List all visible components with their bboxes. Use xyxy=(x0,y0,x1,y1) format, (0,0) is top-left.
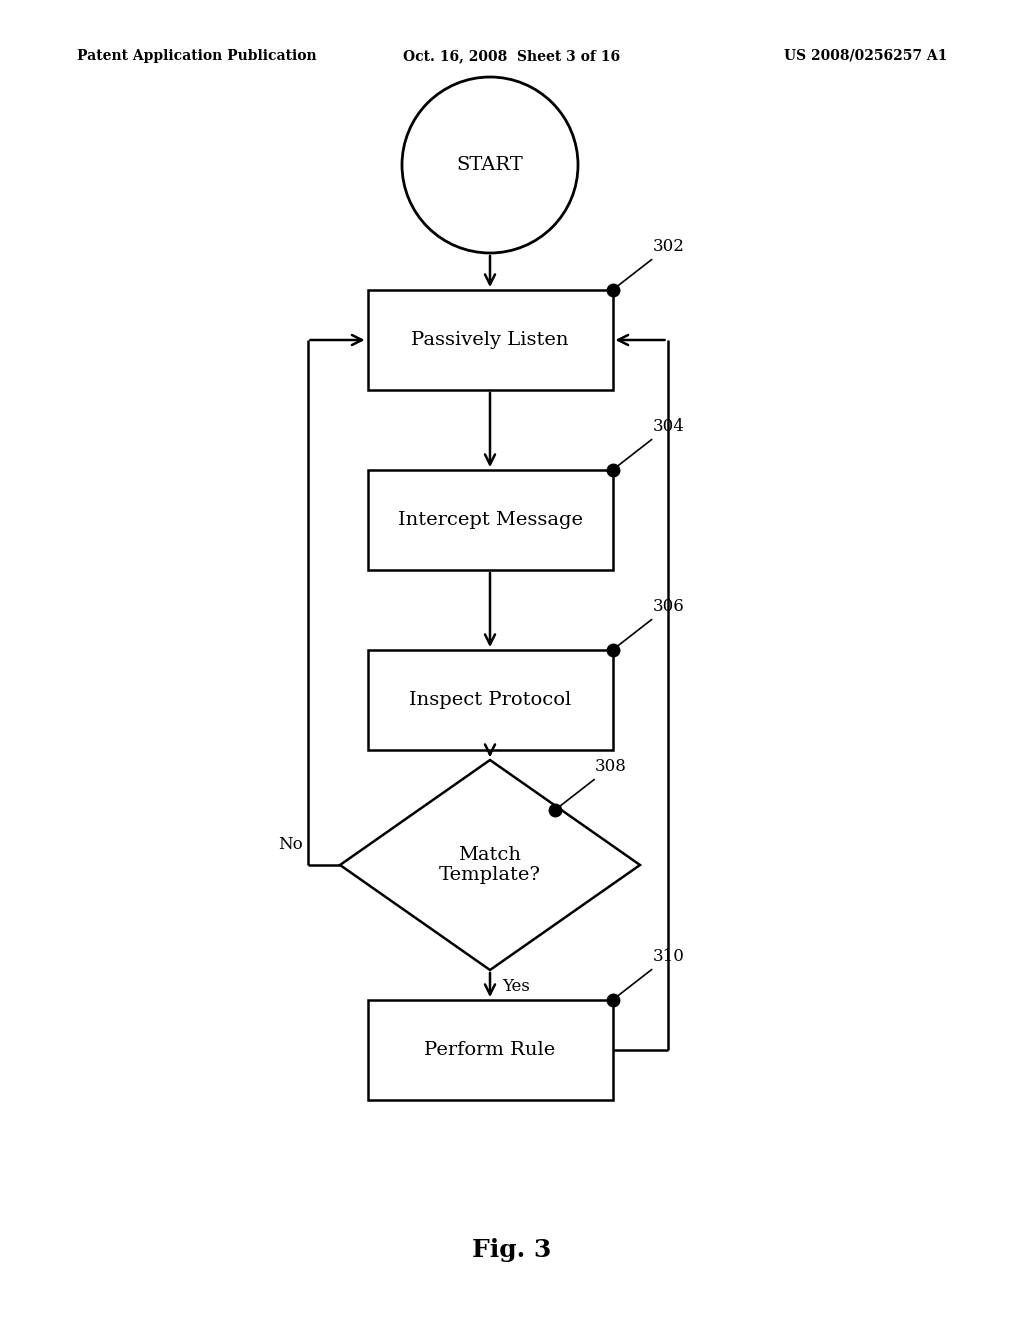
Text: No: No xyxy=(278,836,302,853)
Bar xyxy=(368,470,612,570)
Text: Patent Application Publication: Patent Application Publication xyxy=(77,49,316,63)
Text: 308: 308 xyxy=(557,758,627,808)
Text: Fig. 3: Fig. 3 xyxy=(472,1238,552,1262)
Text: Oct. 16, 2008  Sheet 3 of 16: Oct. 16, 2008 Sheet 3 of 16 xyxy=(403,49,621,63)
Text: 306: 306 xyxy=(614,598,684,648)
Text: Perform Rule: Perform Rule xyxy=(424,1041,556,1059)
Text: Inspect Protocol: Inspect Protocol xyxy=(409,690,571,709)
Text: Passively Listen: Passively Listen xyxy=(412,331,568,348)
Polygon shape xyxy=(340,760,640,970)
Text: Yes: Yes xyxy=(502,978,529,995)
Bar xyxy=(368,290,612,389)
Text: Intercept Message: Intercept Message xyxy=(397,511,583,529)
Text: START: START xyxy=(457,156,523,174)
Text: 310: 310 xyxy=(614,948,684,998)
Text: 302: 302 xyxy=(614,238,684,288)
Bar xyxy=(368,1001,612,1100)
Text: US 2008/0256257 A1: US 2008/0256257 A1 xyxy=(783,49,947,63)
Circle shape xyxy=(402,77,578,253)
Bar xyxy=(368,649,612,750)
Text: 304: 304 xyxy=(614,418,684,469)
Text: Match
Template?: Match Template? xyxy=(439,846,541,884)
